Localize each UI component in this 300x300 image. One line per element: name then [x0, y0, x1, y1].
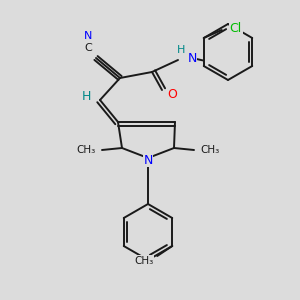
Text: N: N	[187, 52, 197, 64]
Text: Cl: Cl	[230, 22, 242, 34]
Text: H: H	[177, 45, 185, 55]
Text: CH₃: CH₃	[76, 145, 96, 155]
Text: CH₃: CH₃	[200, 145, 220, 155]
Text: C: C	[84, 43, 92, 53]
Text: H: H	[81, 89, 91, 103]
Text: N: N	[84, 31, 92, 41]
Text: N: N	[143, 154, 153, 166]
Text: CH₃: CH₃	[135, 256, 154, 266]
Text: O: O	[167, 88, 177, 100]
